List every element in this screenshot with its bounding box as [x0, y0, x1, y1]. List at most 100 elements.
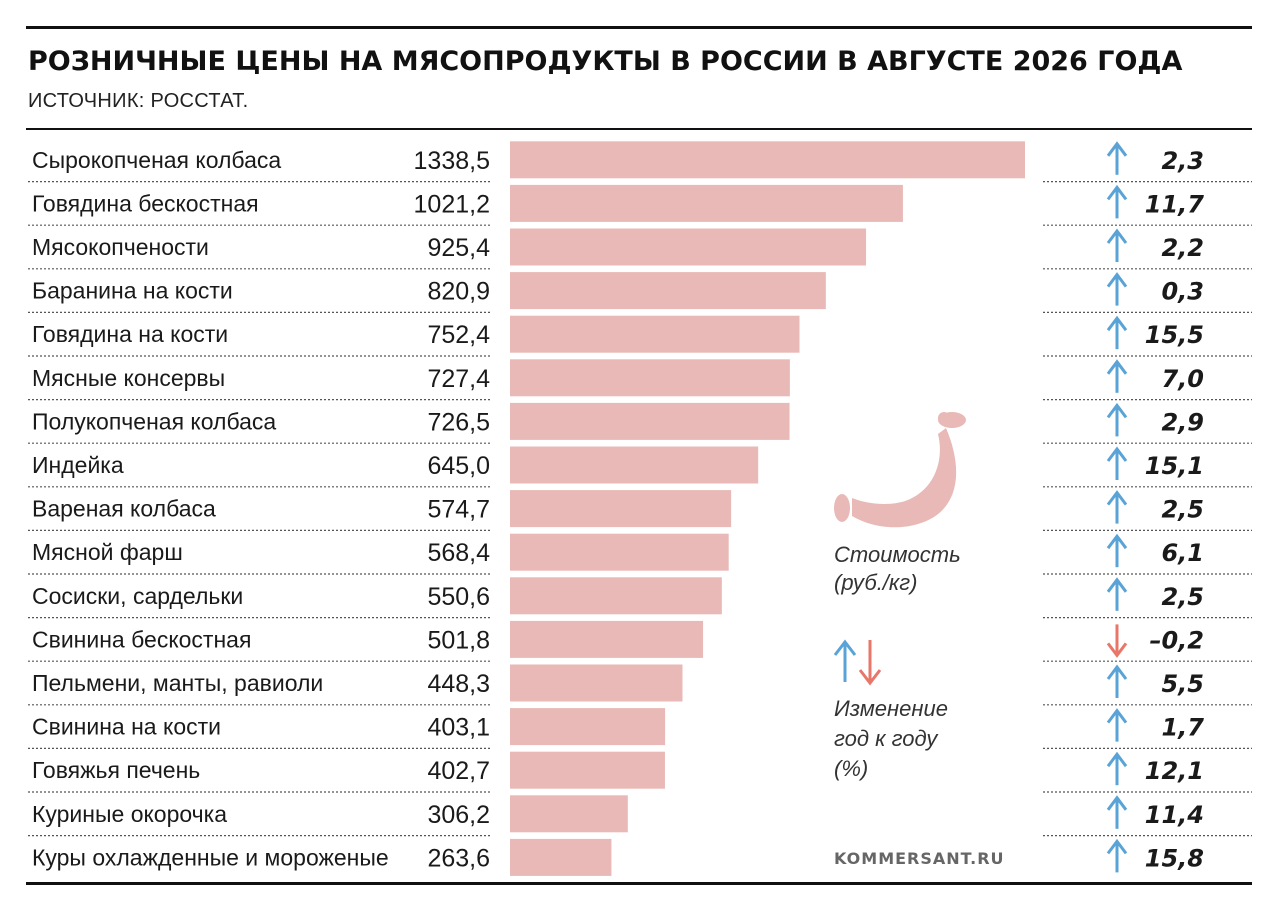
bar [510, 708, 666, 746]
legend-price-label-1: Стоимость [834, 542, 961, 567]
arrow-up-icon [1106, 359, 1128, 393]
bar [510, 838, 612, 876]
bar [510, 359, 790, 397]
arrow-head [1106, 642, 1128, 658]
bottom-rule [26, 882, 1252, 885]
row-label: Сырокопченая колбаса [32, 147, 281, 173]
arrow-head [1106, 228, 1128, 244]
row-change: 15,8 [1145, 844, 1204, 872]
row-change: –0,2 [1149, 626, 1204, 654]
row-value: 574,7 [427, 496, 490, 524]
bar [510, 315, 800, 353]
row-label: Говяжья печень [32, 757, 200, 783]
row-change: 2,2 [1161, 234, 1204, 262]
row-label: Пельмени, манты, равиоли [32, 670, 323, 696]
arrow-up-icon [1106, 315, 1128, 350]
arrow-up-icon [1106, 141, 1128, 175]
arrow-up-icon [1106, 751, 1128, 786]
bar [510, 402, 790, 440]
arrow-up-icon [1106, 228, 1128, 262]
bar [510, 228, 867, 266]
arrow-head [1106, 402, 1128, 419]
arrow-head [1106, 533, 1128, 550]
row-value: 820,9 [427, 278, 490, 306]
row-change: 7,0 [1161, 365, 1204, 393]
row-value: 402,7 [427, 757, 490, 785]
arrow-up-icon [833, 639, 857, 682]
arrow-head [1106, 795, 1128, 811]
row-change: 6,1 [1161, 539, 1204, 567]
arrow-head [1106, 708, 1128, 724]
row-change: 11,7 [1145, 190, 1205, 218]
row-label: Говядина на кости [32, 321, 228, 347]
header-rule [26, 128, 1252, 130]
arrow-down-icon [1106, 624, 1128, 658]
bar [510, 141, 1025, 179]
row-value: 550,6 [427, 583, 490, 611]
bar [510, 751, 665, 789]
row-label: Индейка [32, 452, 124, 478]
row-value: 501,8 [427, 626, 490, 654]
row-label: Вареная колбаса [32, 496, 216, 522]
arrow-up-icon [1106, 402, 1128, 437]
top-rule [26, 26, 1252, 29]
legend-price-label-2: (руб./кг) [834, 570, 917, 595]
sausage-icon [834, 412, 966, 528]
arrow-head [1106, 359, 1128, 375]
row-label: Мясной фарш [32, 539, 183, 565]
arrow-up-icon [1106, 795, 1128, 829]
row-change: 2,3 [1161, 147, 1204, 175]
arrow-head [1106, 272, 1128, 288]
arrow-up-icon [1106, 490, 1128, 524]
row-label: Свинина бескостная [32, 626, 251, 652]
arrow-up-icon [1106, 664, 1128, 698]
row-value: 1338,5 [414, 147, 490, 175]
row-change: 2,5 [1161, 583, 1204, 611]
row-value: 403,1 [427, 714, 490, 742]
bar [510, 664, 683, 702]
arrow-head [1106, 141, 1128, 157]
row-change: 12,1 [1145, 757, 1204, 785]
bar [510, 795, 628, 833]
row-value: 752,4 [427, 321, 490, 349]
arrow-head [1106, 838, 1128, 855]
arrow-down-icon [858, 640, 882, 686]
bar [510, 490, 732, 528]
legend-change-label-1: Изменение [834, 696, 948, 721]
chart-rows: Сырокопченая колбаса 1338,5 2,3 Говядина бе… [28, 141, 1252, 876]
row-label: Баранина на кости [32, 278, 233, 304]
arrow-up-icon [1106, 838, 1128, 873]
arrow-up-icon [1106, 533, 1128, 568]
row-change: 11,4 [1145, 801, 1204, 829]
row-value: 645,0 [427, 452, 490, 480]
row-label: Куры охлажденные и мороженые [32, 844, 389, 870]
arrow-head [1106, 664, 1128, 680]
bar [510, 446, 759, 484]
arrow-up-icon [1106, 708, 1128, 742]
row-change: 15,5 [1145, 321, 1204, 349]
row-label: Мясокопчености [32, 234, 209, 260]
credit-text: KOMMERSANT.RU [834, 849, 1005, 868]
legend-change-label-2: год к году [834, 726, 939, 751]
arrow-head [1106, 490, 1128, 506]
arrow-up-icon [1106, 272, 1128, 306]
bar [510, 272, 826, 310]
arrow-up-icon [1106, 184, 1128, 219]
row-label: Свинина на кости [32, 714, 221, 740]
row-change: 2,9 [1161, 408, 1204, 436]
row-change: 1,7 [1161, 714, 1204, 742]
arrow-head [1106, 315, 1128, 332]
legend-change-label-3: (%) [834, 756, 868, 781]
row-change: 15,1 [1145, 452, 1204, 480]
bar [510, 577, 722, 615]
bar [510, 620, 704, 658]
row-value: 726,5 [427, 408, 490, 436]
arrow-up-icon [1106, 577, 1128, 611]
row-value: 1021,2 [414, 190, 490, 218]
arrow-head [1106, 184, 1128, 201]
arrow-head [1106, 446, 1128, 462]
row-change: 5,5 [1161, 670, 1204, 698]
row-label: Говядина бескостная [32, 190, 259, 216]
chart-title: РОЗНИЧНЫЕ ЦЕНЫ НА МЯСОПРОДУКТЫ В РОССИИ … [28, 46, 1183, 77]
